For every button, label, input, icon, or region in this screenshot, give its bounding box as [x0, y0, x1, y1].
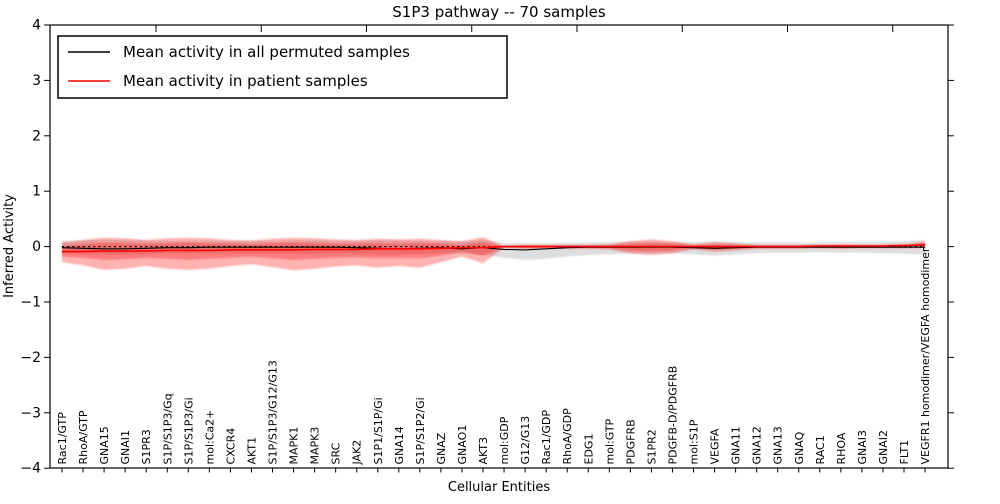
x-tick-label: mol:S1P — [688, 419, 701, 464]
x-tick-label: mol:GTP — [603, 418, 616, 464]
x-tick-label: RHOA — [835, 432, 848, 464]
y-tick-label: 0 — [32, 239, 41, 255]
x-tick-label: S1P/S1P3/Gq — [161, 393, 174, 464]
x-tick-label: AKT1 — [245, 437, 258, 465]
x-tick-label: FLT1 — [898, 440, 911, 465]
x-tick-label: S1PR3 — [140, 429, 153, 464]
legend-label-patient: Mean activity in patient samples — [123, 72, 368, 90]
x-tick-label: GNAI1 — [119, 430, 132, 465]
x-tick-label: GNA11 — [730, 426, 743, 464]
y-tick-label: 2 — [32, 128, 41, 144]
x-tick-label: VEGFR1 homodimer/VEGFA homodimer — [919, 247, 932, 464]
y-tick-label: 1 — [32, 184, 41, 200]
x-tick-label: CXCR4 — [224, 428, 237, 465]
y-tick-label: −4 — [20, 461, 41, 477]
plot-area: −4 −3 −2 −1 0 1 2 3 4 Rac1/GTP RhoA/GTP GNA15 GNAI1 S… — [20, 18, 954, 477]
legend: Mean activity in all permuted samples Me… — [57, 35, 508, 99]
x-tick-label: RhoA/GDP — [561, 408, 574, 465]
x-tick-label: GNAZ — [435, 432, 448, 464]
x-tick-label: SRC — [330, 442, 343, 464]
y-tick-label: 3 — [32, 73, 41, 89]
y-tick-label: −2 — [20, 350, 41, 366]
patient-mean-line — [62, 244, 926, 253]
x-tick-label: GNA14 — [393, 426, 406, 464]
x-tick-label: GNA12 — [751, 426, 764, 464]
x-axis-label: Cellular Entities — [448, 480, 550, 495]
x-tick-label: S1P/S1P3/Gi — [182, 397, 195, 464]
x-tick-label: MAPK1 — [288, 427, 301, 465]
x-tick-label: GNA13 — [772, 426, 785, 464]
x-tick-label: S1P1/S1P/Gi — [372, 397, 385, 464]
legend-box — [57, 35, 508, 99]
x-tick-label: JAK2 — [351, 440, 364, 466]
y-axis-label: Inferred Activity — [2, 194, 17, 298]
x-tick-label: G12/G13 — [519, 416, 532, 465]
x-tick-label: S1P/S1P2/Gi — [414, 397, 427, 464]
x-tick-label: RAC1 — [814, 435, 827, 464]
x-tick-label: AKT3 — [477, 437, 490, 465]
x-tick-label: mol:Ca2+ — [203, 410, 216, 465]
x-tick-label: MAPK3 — [309, 427, 322, 465]
x-tick-label: GNAI2 — [877, 430, 890, 465]
y-tick-label: 4 — [32, 18, 41, 34]
x-tick-label: EDG1 — [582, 434, 595, 465]
legend-label-permuted: Mean activity in all permuted samples — [123, 43, 410, 61]
x-tick-label: GNAO1 — [456, 425, 469, 465]
x-tick-label: mol:GDP — [498, 416, 511, 464]
x-tick-label: S1P/S1P3/G12/G13 — [267, 360, 280, 464]
x-tick-label: VEGFA — [709, 428, 722, 464]
x-tick-label: Rac1/GDP — [540, 410, 553, 465]
y-tick-label: −3 — [20, 405, 41, 421]
y-tick-label: −1 — [20, 295, 41, 311]
x-tick-label: GNAI3 — [856, 430, 869, 465]
x-tick-label: PDGFRB — [624, 419, 637, 464]
x-tick-label: PDGFB-D/PDGFRB — [666, 366, 679, 465]
x-tick-label: RhoA/GTP — [77, 410, 90, 464]
x-tick-label: Rac1/GTP — [56, 412, 69, 465]
x-tick-label: S1PR2 — [645, 429, 658, 464]
x-tick-label: GNA15 — [98, 426, 111, 464]
chart-title: S1P3 pathway -- 70 samples — [392, 3, 606, 21]
x-tick-label: GNAQ — [793, 431, 806, 464]
